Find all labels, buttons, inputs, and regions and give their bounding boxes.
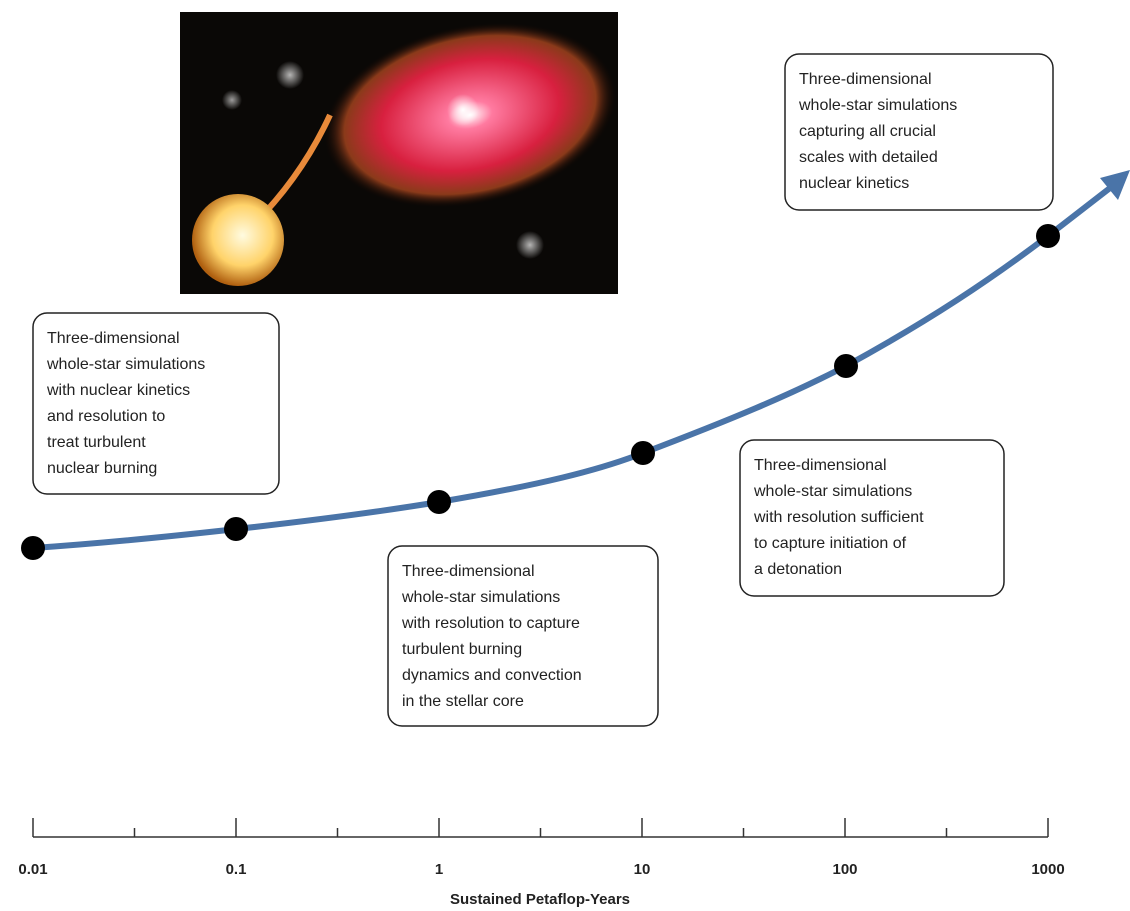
annotation-line: Three-dimensional (799, 71, 932, 88)
annotation-line: nuclear burning (47, 460, 157, 477)
annotation-line: a detonation (754, 561, 842, 578)
annotation-line: in the stellar core (402, 693, 524, 710)
annotation-box (387, 545, 659, 727)
milestone-point (631, 441, 655, 465)
annotation-line: Three-dimensional (754, 457, 887, 474)
tick-label: 1 (435, 861, 443, 878)
milestone-point (1036, 224, 1060, 248)
x-axis: Sustained Petaflop-Years 0.01 0.1 1 10 100 10… (18, 818, 1065, 908)
annotation-line: turbulent burning (402, 641, 522, 658)
annotation-line: capturing all crucial (799, 123, 936, 140)
annotation-box (739, 439, 1005, 597)
milestone-point (224, 517, 248, 541)
annotations: Three-dimensional whole-star simulations w… (32, 53, 1054, 727)
annotation-line: dynamics and convection (402, 667, 582, 684)
milestone-point (427, 490, 451, 514)
axis-title: Sustained Petaflop-Years (450, 891, 630, 908)
milestone-point (834, 354, 858, 378)
annotation-line: with resolution to capture (401, 615, 580, 632)
annotation-line: with nuclear kinetics (46, 382, 190, 399)
annotation-line: and resolution to (47, 408, 165, 425)
points (21, 224, 1060, 560)
annotation-line: whole-star simulations (46, 356, 205, 373)
galaxy-image (180, 12, 618, 294)
annotation-line: whole-star simulations (798, 97, 957, 114)
annotation-box (784, 53, 1054, 211)
annotation-line: nuclear kinetics (799, 175, 909, 192)
annotation-line: scales with detailed (799, 149, 938, 166)
arrow-head (1100, 170, 1130, 200)
annotation-box (32, 312, 280, 495)
annotation-line: with resolution sufficient (753, 509, 924, 526)
annotation-line: Three-dimensional (402, 563, 535, 580)
annotation-line: Three-dimensional (47, 330, 180, 347)
tick-label: 0.01 (18, 861, 47, 878)
tick-label: 100 (832, 861, 857, 878)
tick-label: 0.1 (226, 861, 247, 878)
annotation-line: whole-star simulations (753, 483, 912, 500)
annotation-line: treat turbulent (47, 434, 146, 451)
milestone-point (21, 536, 45, 560)
tick-label: 1000 (1031, 861, 1064, 878)
annotation-line: to capture initiation of (754, 535, 907, 552)
tick-label: 10 (634, 861, 651, 878)
annotation-line: whole-star simulations (401, 589, 560, 606)
